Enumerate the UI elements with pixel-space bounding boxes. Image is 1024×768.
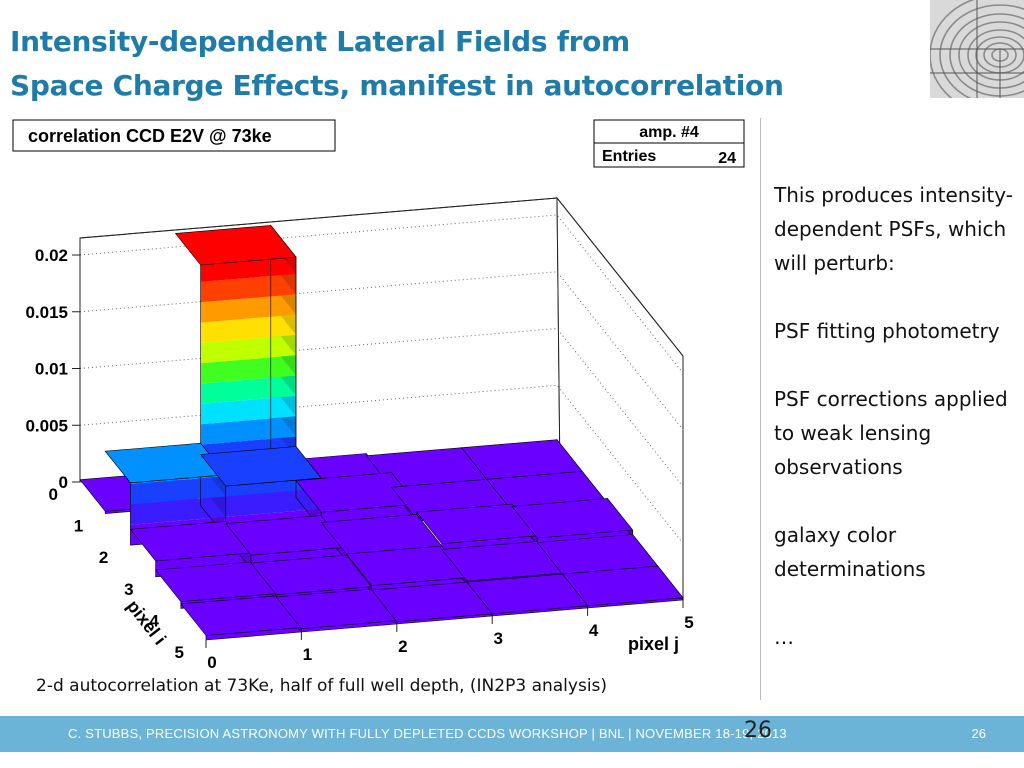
bar-front-band — [200, 416, 296, 445]
side-item: This produces intensity-dependent PSFs, … — [774, 183, 1013, 275]
slide-title: Intensity-dependent Lateral Fields from … — [10, 20, 910, 108]
interference-pattern-logo — [930, 0, 1024, 98]
bar-front-band — [225, 488, 322, 517]
bar-top — [561, 565, 684, 607]
y-axis-title: pixel i — [123, 596, 170, 649]
y-tick-label: 2 — [99, 548, 108, 567]
y-tick-label: 3 — [124, 580, 133, 599]
side-item: PSF fitting photometry — [774, 319, 1000, 343]
z-tick-label: 0.005 — [25, 416, 68, 435]
bar-top — [511, 498, 634, 539]
x-tick-label: 5 — [684, 613, 693, 632]
bar-top — [200, 446, 322, 487]
y-tick-label: 1 — [74, 517, 83, 536]
x-tick-label: 0 — [207, 653, 216, 672]
divider-line — [760, 118, 761, 700]
bar-front-band — [206, 627, 302, 640]
bar-front-band — [200, 355, 296, 384]
top-edge — [79, 197, 558, 239]
z-tick-label: 0.01 — [35, 360, 68, 379]
bar-front-band — [301, 620, 397, 632]
side-item: … — [774, 625, 794, 649]
chart-title: correlation CCD E2V @ 73ke — [28, 126, 272, 146]
bar-front-band — [200, 294, 296, 323]
overlay-slide-number: 26 — [744, 718, 772, 743]
bar-front-band — [200, 334, 296, 364]
x-tick-label: 4 — [589, 621, 599, 640]
back-wall — [79, 197, 561, 483]
x-axis-title: pixel j — [628, 634, 679, 654]
x-tick-label: 3 — [493, 629, 502, 648]
footer-text: C. STUBBS, PRECISION ASTRONOMY WITH FULL… — [68, 726, 787, 741]
bar-front-band — [200, 314, 296, 343]
side-item: galaxy color determinations — [774, 523, 926, 581]
slide-number: 26 — [971, 726, 986, 741]
slide-title-line2: Space Charge Effects, manifest in autoco… — [10, 69, 784, 102]
bar-front-band — [130, 496, 226, 525]
lego-plot: 0 0.005 0.01 0.015 0.02 0 1 2 3 4 5 0 1 2 3 4 5 pixel j pi… — [8, 118, 760, 700]
stats-name: amp. #4 — [639, 124, 699, 141]
side-item: PSF corrections applied to weak lensing … — [774, 387, 1008, 479]
figure-caption: 2-d autocorrelation at 73Ke, half of ful… — [36, 676, 608, 696]
slide-title-line1: Intensity-dependent Lateral Fields from — [10, 25, 630, 58]
bar-front-band — [130, 476, 226, 505]
bar-front-band — [130, 474, 226, 485]
footer-bar: C. STUBBS, PRECISION ASTRONOMY WITH FULL… — [0, 716, 1024, 752]
bar-front-band — [200, 273, 296, 303]
z-tick-label: 0 — [59, 473, 68, 492]
bar-front-band — [200, 375, 296, 404]
x-tick-label: 2 — [398, 637, 407, 656]
y-tick-label: 4 — [149, 611, 159, 630]
bar-front-band — [492, 605, 588, 616]
x-tick-label: 1 — [303, 645, 312, 664]
chart-title-box — [12, 119, 336, 152]
bar-front-band — [200, 395, 296, 425]
stats-entries-value: 24 — [718, 150, 736, 167]
z-tick-label: 0.015 — [25, 303, 68, 322]
side-text: This produces intensity-dependent PSFs, … — [774, 178, 1020, 654]
bar-front-band — [587, 597, 683, 608]
top-edge — [556, 197, 684, 357]
z-tick-label: 0.02 — [35, 246, 68, 265]
y-tick-label: 0 — [49, 485, 58, 504]
stats-entries-label: Entries — [602, 148, 656, 165]
bar-front-band — [396, 613, 493, 624]
bar-top — [174, 225, 297, 266]
y-tick-label: 5 — [175, 643, 184, 662]
